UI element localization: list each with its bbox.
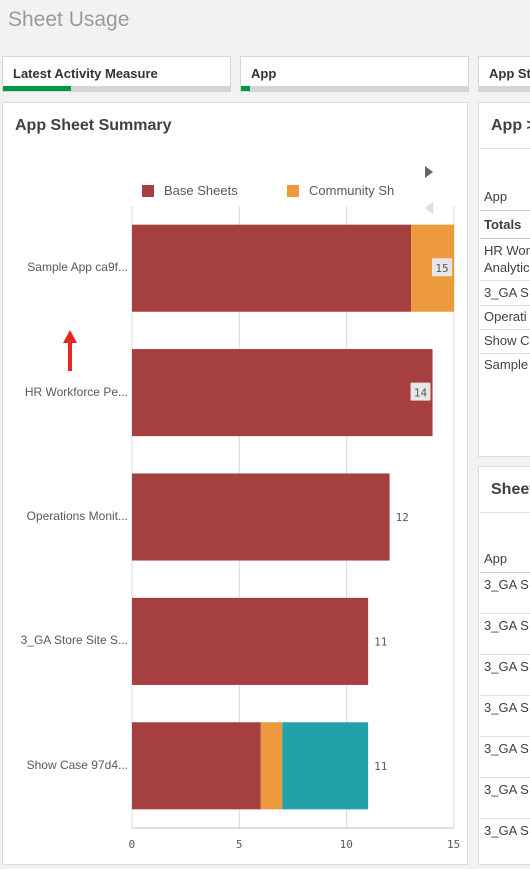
- table-cell-app[interactable]: 3_GA S: [484, 823, 529, 838]
- table-cell-app[interactable]: 3_GA S: [484, 285, 529, 300]
- panel-title: App Sheet Summary: [15, 117, 172, 134]
- table-cell-app[interactable]: 3_GA S: [484, 577, 529, 592]
- value-label: 11: [374, 760, 387, 773]
- filter-progress: [479, 86, 530, 91]
- x-tick-label: 15: [447, 838, 461, 851]
- y-axis-label[interactable]: Show Case 97d4...: [26, 757, 128, 772]
- value-label-bg[interactable]: [432, 258, 452, 277]
- value-label: 12: [396, 511, 409, 524]
- annotation-arrow-icon: [63, 330, 77, 371]
- filter-app-stream[interactable]: App St: [478, 56, 530, 92]
- x-tick-label: 0: [128, 838, 136, 851]
- table-cell-app[interactable]: HR Wor: [484, 243, 530, 258]
- legend-next-icon[interactable]: [425, 166, 433, 178]
- value-label: 15: [435, 262, 448, 275]
- panel-title: Sheet: [491, 481, 530, 498]
- sheet-detail-panel: Sheet: [478, 466, 530, 865]
- value-label: 14: [414, 387, 428, 400]
- table-cell-app[interactable]: Analytic: [484, 260, 530, 275]
- table-cell-app[interactable]: 3_GA S: [484, 741, 529, 756]
- bar-segment[interactable]: [132, 597, 369, 685]
- bar-segment[interactable]: [132, 224, 412, 312]
- legend-scroll: [425, 166, 433, 214]
- y-axis-label[interactable]: 3_GA Store Site S...: [20, 633, 128, 648]
- x-tick-label: 10: [339, 838, 353, 851]
- bar-segment[interactable]: [282, 722, 369, 810]
- legend-label-community-sheets[interactable]: Community Sh: [309, 183, 395, 198]
- page-title: Sheet Usage: [8, 8, 130, 31]
- filter-latest-activity-measure[interactable]: Latest Activity Measure: [2, 56, 231, 92]
- table-cell-app[interactable]: 3_GA S: [484, 659, 529, 674]
- legend-swatch-community-sheets: [287, 185, 299, 197]
- y-axis-label[interactable]: Operations Monit...: [26, 509, 128, 523]
- panel-title: App >: [491, 117, 530, 134]
- filter-label: App: [251, 66, 277, 81]
- bar-chart[interactable]: 15 14 12 11 11: [0, 0, 470, 869]
- legend-swatch-base-sheets: [142, 185, 154, 197]
- column-header-app[interactable]: App: [484, 551, 508, 566]
- filter-progress: [3, 86, 230, 91]
- bar-segment[interactable]: [132, 349, 433, 437]
- table-cell-app[interactable]: Operati: [484, 309, 527, 324]
- bar-segment[interactable]: [132, 722, 261, 810]
- value-label: 11: [374, 635, 387, 648]
- filter-app[interactable]: App: [240, 56, 469, 92]
- y-axis-label[interactable]: HR Workforce Pe...: [24, 384, 128, 399]
- column-header-app[interactable]: App: [484, 189, 508, 204]
- value-label-bg[interactable]: [410, 382, 431, 401]
- totals-row-label: Totals: [484, 217, 522, 232]
- filter-label: App St: [489, 66, 530, 81]
- filter-label: Latest Activity Measure: [13, 66, 158, 81]
- bar-segment[interactable]: [132, 473, 390, 561]
- legend-label-base-sheets[interactable]: Base Sheets: [164, 183, 238, 198]
- table-cell-app[interactable]: Show C: [484, 333, 530, 348]
- bar-segment[interactable]: [260, 722, 283, 810]
- app-detail-panel: App >: [478, 102, 530, 457]
- y-axis-label[interactable]: Sample App ca9f...: [27, 260, 128, 275]
- filter-progress: [241, 86, 468, 91]
- table-cell-app[interactable]: 3_GA S: [484, 700, 529, 715]
- table-cell-app[interactable]: Sample: [484, 357, 529, 372]
- table-cell-app[interactable]: 3_GA S: [484, 618, 529, 633]
- x-tick-label: 5: [235, 838, 243, 851]
- legend-prev-icon[interactable]: [425, 202, 433, 214]
- table-cell-app[interactable]: 3_GA S: [484, 782, 529, 797]
